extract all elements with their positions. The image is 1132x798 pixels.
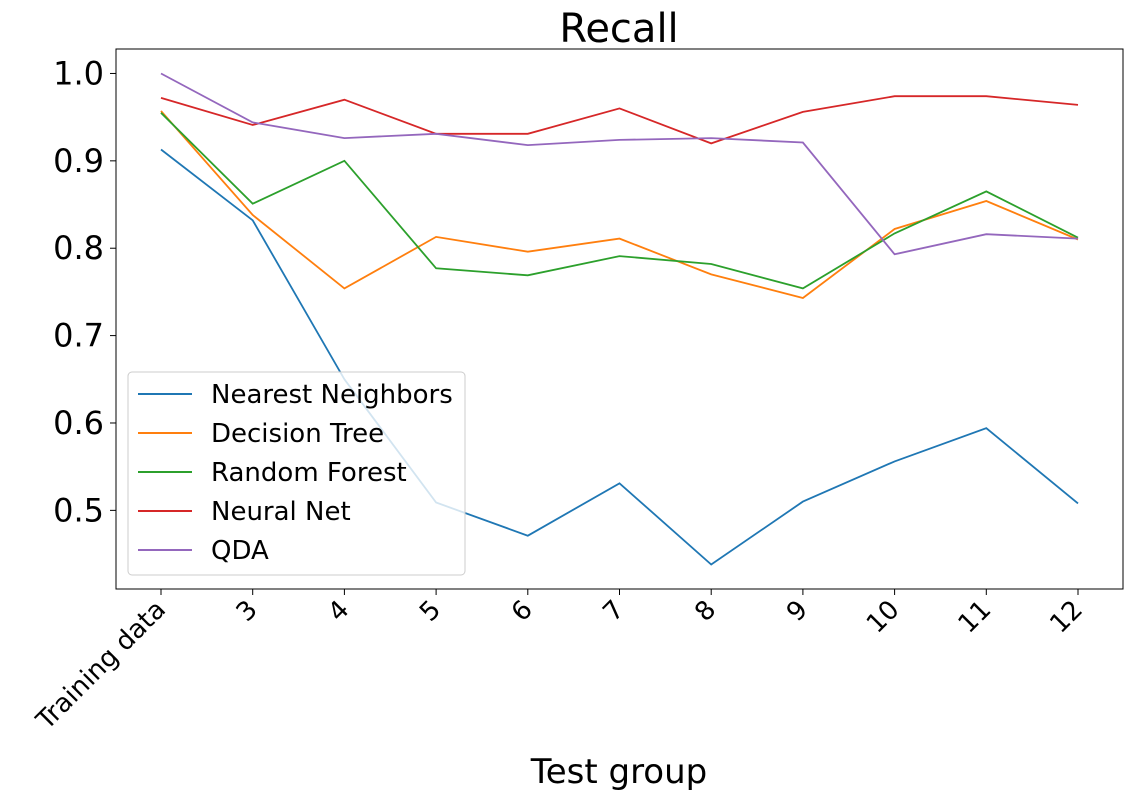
x-tick-label: 5: [414, 595, 447, 628]
y-tick-label: 0.8: [53, 229, 104, 267]
x-tick-label: 7: [598, 595, 631, 628]
x-tick-label: 6: [506, 595, 539, 628]
x-tick-label: 9: [781, 595, 814, 628]
series-line-nearest-neighbors: [160, 148, 1079, 566]
x-tick-label: 12: [1044, 595, 1089, 640]
x-axis-label: Test group: [530, 752, 708, 792]
series-line-neural-net: [160, 95, 1079, 145]
x-tick-label: 3: [231, 595, 264, 628]
series-line-qda: [160, 72, 1079, 256]
plot-lines: [160, 72, 1079, 566]
y-tick-label: 0.6: [53, 404, 104, 442]
chart-title: Recall: [559, 6, 678, 52]
x-tick-label: Training data: [30, 595, 172, 737]
x-tick-label: 4: [322, 595, 355, 628]
y-tick-label: 0.7: [53, 317, 104, 355]
legend-box: [127, 371, 466, 576]
legend: Nearest Neighbors Decision Tree Random For…: [127, 371, 466, 576]
legend-label: Decision Tree: [211, 419, 384, 449]
y-tick-label: 1.0: [53, 54, 104, 92]
x-tick-label: 10: [861, 595, 906, 640]
y-axis: 0.5 0.6 0.7 0.8 0.9 1.0: [53, 54, 116, 529]
series-line-random-forest: [160, 112, 1079, 290]
legend-label: Nearest Neighbors: [211, 380, 453, 410]
x-tick-label: 11: [953, 595, 998, 640]
legend-label: Neural Net: [211, 497, 351, 527]
y-tick-label: 0.5: [53, 491, 104, 529]
x-tick-label: 8: [689, 595, 722, 628]
y-tick-label: 0.9: [53, 142, 104, 180]
legend-label: QDA: [211, 536, 269, 566]
legend-label: Random Forest: [211, 458, 407, 488]
x-axis: Training data 3 4 5 6 7 8 9 10 11 12: [30, 589, 1089, 736]
